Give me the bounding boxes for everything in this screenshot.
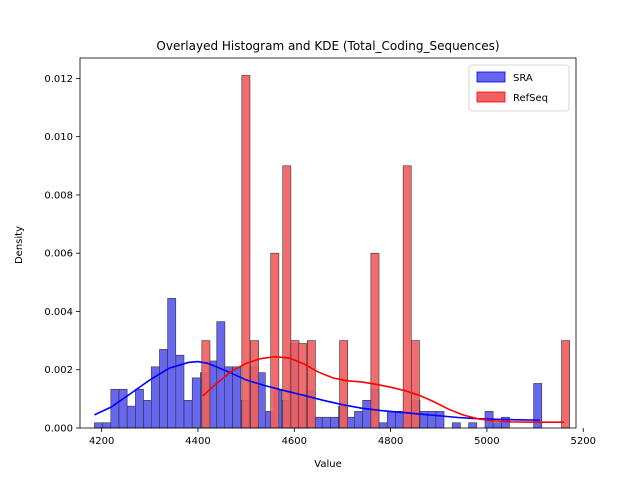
- x-tick-label: 4400: [185, 436, 210, 447]
- hist-bar-refseq: [402, 165, 412, 429]
- kde-line-refseq: [202, 355, 564, 423]
- hist-bar-refseq: [201, 340, 211, 429]
- hist-bar-sra: [183, 400, 193, 429]
- legend-swatch-refseq: [476, 91, 506, 103]
- hist-bar-refseq: [250, 340, 259, 429]
- y-tick-label: 0.004: [44, 307, 73, 318]
- y-tick-label: 0.008: [44, 190, 73, 201]
- hist-bar-refseq: [339, 340, 348, 429]
- x-tick-label: 4600: [282, 436, 307, 447]
- y-tick-label: 0.002: [44, 365, 73, 376]
- hist-bar-refseq: [411, 340, 420, 429]
- y-axis-label: Density: [14, 226, 25, 264]
- hist-bar-sra: [354, 411, 363, 429]
- plot-area: 4200 4400 4600 4800 5000 5200 0.000 0.002 0.004 0…: [44, 57, 596, 447]
- hist-bar-refseq: [306, 340, 316, 429]
- hist-bar-sra: [118, 388, 128, 429]
- hist-bar-refseq: [241, 75, 251, 429]
- legend-swatch-sra: [476, 71, 506, 83]
- hist-bar-sra: [492, 422, 502, 429]
- hist-bar-sra: [386, 411, 396, 429]
- hist-bar-refseq: [561, 340, 570, 429]
- kde-line-sra: [94, 360, 540, 421]
- hist-bar-refseq: [282, 165, 292, 429]
- hist-bar-refseq: [370, 252, 380, 429]
- hist-bar-sra: [216, 321, 226, 429]
- hist-bar-sra: [159, 349, 168, 429]
- x-tick-label: 5000: [474, 436, 499, 447]
- legend-label-sra: SRA: [513, 73, 533, 84]
- chart-title: Overlayed Histogram and KDE (Total_Codin…: [156, 39, 499, 53]
- y-tick-label: 0.006: [44, 249, 73, 260]
- x-tick-label: 4800: [378, 436, 403, 447]
- hist-bar-sra: [395, 411, 404, 429]
- hist-bar-sra: [102, 422, 112, 429]
- hist-bar-sra: [451, 422, 461, 429]
- x-tick-label: 4200: [89, 436, 114, 447]
- x-tick-label: 5200: [570, 436, 595, 447]
- hist-bar-sra: [378, 422, 388, 429]
- y-tick-label: 0.010: [44, 132, 73, 143]
- x-axis-label: Value: [314, 459, 341, 470]
- hist-bar-sra: [126, 405, 136, 429]
- y-tick-label: 0.012: [44, 74, 73, 85]
- hist-bar-refseq: [298, 343, 308, 429]
- hist-bar-sra: [167, 298, 177, 429]
- hist-bar-sra: [143, 400, 153, 429]
- hist-bar-sra: [110, 388, 120, 429]
- hist-bar-sra: [191, 377, 201, 429]
- legend: SRA RefSeq: [468, 64, 570, 112]
- axes-frame: [79, 57, 577, 429]
- hist-bar-sra: [135, 388, 144, 429]
- hist-bar-sra: [321, 416, 331, 429]
- hist-bar-refseq: [270, 252, 280, 429]
- hist-bar-sra: [362, 400, 372, 429]
- hist-bar-refseq: [290, 340, 300, 429]
- y-tick-label: 0.000: [44, 424, 73, 435]
- hist-bar-sra: [533, 383, 543, 429]
- hist-bar-sra: [427, 411, 437, 429]
- hist-bar-sra: [435, 411, 445, 429]
- hist-bar-sra: [346, 416, 356, 429]
- hist-bar-sra: [330, 416, 339, 429]
- hist-bar-sra: [468, 422, 478, 429]
- hist-bar-sra: [94, 422, 103, 429]
- legend-label-refseq: RefSeq: [513, 93, 548, 104]
